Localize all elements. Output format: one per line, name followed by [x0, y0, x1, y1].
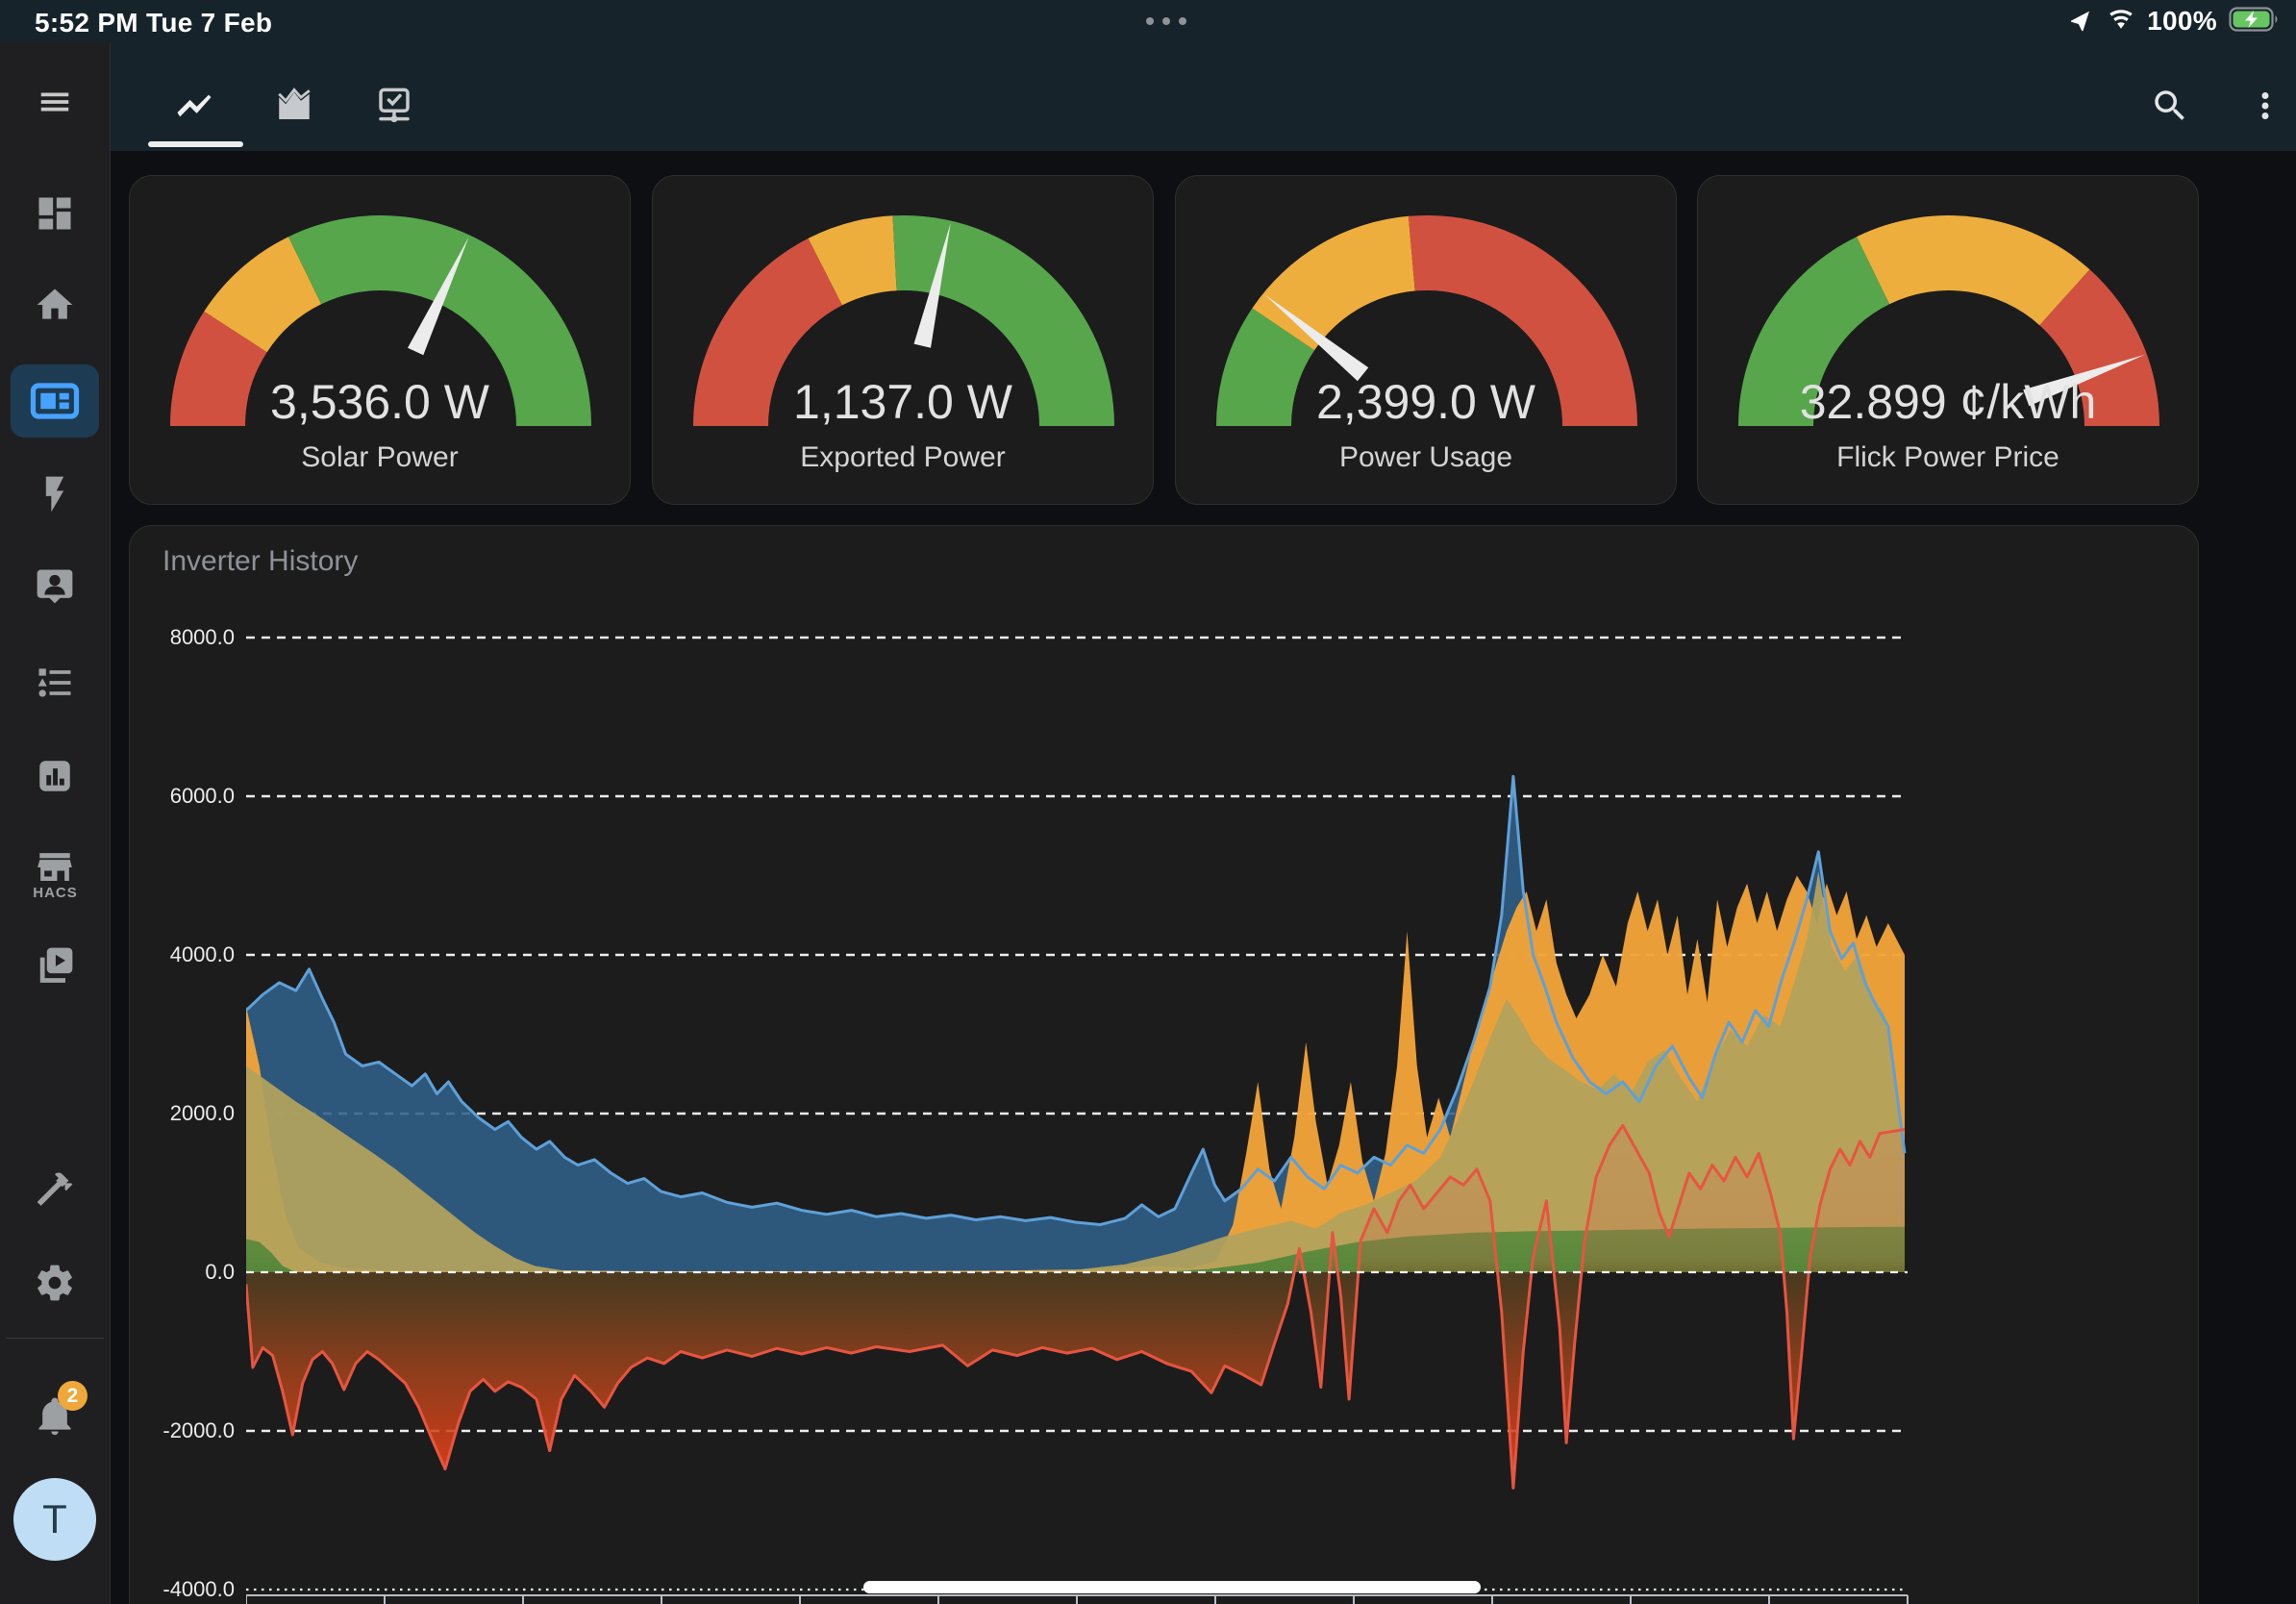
gauge-power-usage	[1216, 214, 1637, 426]
gauge-segment	[204, 237, 322, 353]
list-bulleted-type-icon	[37, 668, 71, 697]
battery-percent: 100%	[2147, 6, 2217, 36]
lightning-bolt-icon	[45, 476, 64, 513]
gauge-segment	[169, 311, 267, 426]
sidebar-item-person[interactable]	[34, 564, 76, 607]
search-button[interactable]	[2143, 79, 2197, 133]
multitask-dots-icon[interactable]	[1146, 17, 1186, 25]
status-time: 5:52 PM	[35, 8, 138, 38]
gauge-card-solar-power[interactable]: 3,536.0 W Solar Power	[129, 175, 631, 505]
gauge-segment	[1857, 215, 2090, 326]
series_red-area	[246, 1125, 1905, 1489]
gauge-segment	[1216, 308, 1315, 426]
sidebar-item-hacs[interactable]	[34, 846, 76, 889]
tab-history[interactable]	[267, 79, 321, 133]
tab-network[interactable]	[367, 79, 421, 133]
home-indicator[interactable]	[863, 1581, 1481, 1593]
user-avatar[interactable]: T	[13, 1478, 96, 1561]
app-toolbar	[111, 42, 2296, 151]
chart-title: Inverter History	[162, 545, 359, 577]
status-bar: 5:52 PM Tue 7 Feb 100%	[0, 0, 2296, 42]
gauge-value: 3,536.0 W	[270, 375, 489, 429]
sidebar-item-history[interactable]	[34, 755, 76, 797]
hammer-icon	[37, 1172, 73, 1206]
y-axis-label: -4000.0	[162, 1577, 235, 1601]
view-dashboard-icon	[38, 197, 71, 230]
tablet-dashboard-icon	[30, 383, 80, 419]
chart-area-icon	[278, 88, 311, 119]
series_khaki-area	[246, 871, 1905, 1272]
gauge-segment	[2039, 269, 2159, 426]
wifi-icon	[2107, 7, 2135, 37]
hamburger-icon	[40, 92, 69, 112]
gauge-card-power-usage[interactable]: 2,399.0 W Power Usage	[1175, 175, 1677, 505]
gauge-segment	[1738, 237, 1890, 426]
gauge-label: Power Usage	[1338, 441, 1513, 473]
status-date: Tue 7 Feb	[146, 8, 273, 38]
search-icon	[2155, 90, 2184, 120]
sidebar-item-settings[interactable]	[34, 1262, 76, 1304]
series_blue-line	[246, 774, 1907, 1226]
sidebar-item-dashboards[interactable]	[34, 192, 76, 235]
y-axis-label: 0.0	[205, 1260, 235, 1284]
gauge-segment	[892, 214, 1114, 426]
sidebar-menu-button[interactable]	[34, 81, 76, 123]
gear-icon	[37, 1265, 72, 1301]
gauge-solar-power	[169, 215, 591, 426]
y-axis-label: 4000.0	[169, 942, 235, 966]
monitor-check-network-icon	[379, 88, 410, 123]
gauge-card-flick-power-price[interactable]: 32.899 ¢/kWh Flick Power Price	[1697, 175, 2199, 505]
overflow-menu-button[interactable]	[2238, 79, 2292, 133]
battery-charging-icon	[2229, 6, 2281, 37]
tab-overview[interactable]	[167, 79, 221, 133]
series_red-line	[246, 1123, 1906, 1490]
gauge-needle	[2023, 354, 2145, 407]
home-icon	[37, 288, 73, 319]
chart-line-variant-icon	[177, 94, 212, 117]
gauge-flick-power-price	[1738, 215, 2159, 426]
hacs-label: HACS	[33, 885, 78, 901]
y-axis-label: 2000.0	[169, 1101, 235, 1125]
gauge-exported-power	[693, 214, 1114, 426]
sidebar: HACS 2 T	[0, 42, 111, 1604]
sidebar-divider	[6, 1338, 104, 1339]
kebab-menu-icon	[2261, 92, 2269, 119]
inverter-history-card[interactable]: Inverter History 8000.0 6000.0 4000.0 2000.…	[129, 525, 2199, 1604]
gauge-label: Flick Power Price	[1836, 441, 2059, 473]
notification-badge: 2	[58, 1381, 87, 1411]
y-axis-label: 8000.0	[169, 625, 235, 649]
sidebar-item-energy-dashboard-selected[interactable]	[11, 364, 99, 438]
gauge-value: 1,137.0 W	[793, 375, 1012, 429]
gauge-needle	[408, 237, 469, 356]
sidebar-item-developer-tools[interactable]	[34, 1167, 76, 1210]
gauge-segment	[693, 238, 842, 426]
gauge-card-exported-power[interactable]: 1,137.0 W Exported Power	[652, 175, 1154, 505]
gauge-label: Solar Power	[301, 441, 459, 473]
play-box-multiple-icon	[39, 947, 73, 983]
chart-box-icon	[39, 761, 70, 791]
person-badge-icon	[37, 569, 73, 604]
gauge-value: 2,399.0 W	[1316, 375, 1535, 429]
sidebar-item-media[interactable]	[34, 943, 76, 986]
gauge-segment	[288, 215, 591, 426]
inverter-history-chart[interactable]	[246, 578, 1909, 1604]
gauge-value: 32.899 ¢/kWh	[1799, 375, 2097, 429]
hacs-store-icon	[37, 853, 72, 881]
gauge-needle	[913, 222, 951, 348]
gauge-label: Exported Power	[800, 441, 1006, 473]
sidebar-item-energy[interactable]	[34, 473, 76, 515]
y-axis-label: 6000.0	[169, 784, 235, 808]
gauge-needle	[1264, 294, 1369, 382]
y-axis-label: -2000.0	[162, 1418, 235, 1442]
location-arrow-icon	[2070, 7, 2095, 37]
gauge-segment	[1408, 214, 1637, 426]
sidebar-item-todo-lists[interactable]	[34, 662, 76, 704]
gauge-segment	[808, 215, 897, 306]
active-tab-underline	[148, 141, 243, 147]
sidebar-item-home[interactable]	[34, 284, 76, 326]
